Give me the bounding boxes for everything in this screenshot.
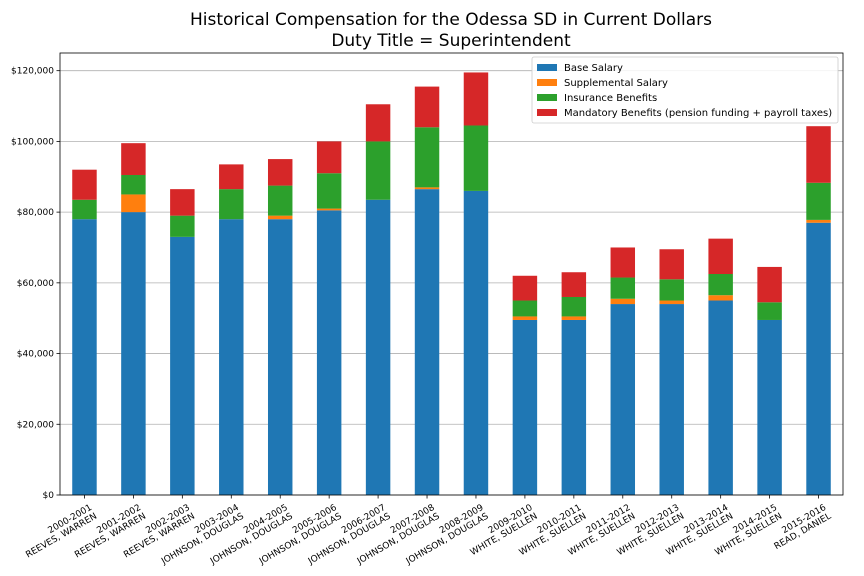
bar-segment <box>414 127 440 188</box>
bar-segment <box>170 236 195 495</box>
bar-segment <box>365 199 391 495</box>
bar-segment <box>316 208 342 211</box>
bar-segment <box>267 159 293 186</box>
legend-swatch <box>537 109 557 116</box>
bar-segment <box>512 275 538 301</box>
bar-segment <box>561 272 587 297</box>
bar-segment <box>219 219 244 495</box>
bar-segment <box>121 143 146 175</box>
bar-segment <box>219 164 244 190</box>
bar-segment <box>267 219 293 495</box>
bar-segment <box>806 219 831 223</box>
bar-stack <box>219 164 244 495</box>
bar-segment <box>512 319 538 495</box>
bar-stack <box>659 249 684 495</box>
bar-segment <box>610 304 636 495</box>
bar-segment <box>414 187 440 190</box>
bar-segment <box>463 72 489 126</box>
bar-segment <box>219 189 244 220</box>
bar-stack <box>806 126 831 495</box>
legend-swatch <box>537 79 557 86</box>
legend-swatch <box>537 64 557 71</box>
y-tick-label: $120,000 <box>11 67 54 77</box>
bar-segment <box>659 304 684 495</box>
bar-stack <box>72 169 97 495</box>
bar-stack <box>267 159 293 495</box>
bar-segment <box>512 316 538 320</box>
bar-segment <box>659 249 684 280</box>
y-tick-label: $0 <box>43 491 55 501</box>
bar-segment <box>121 194 146 213</box>
bar-segment <box>610 247 636 278</box>
bar-segment <box>463 125 489 191</box>
bar-stack <box>610 247 636 495</box>
bar-segment <box>414 86 440 128</box>
bar-segment <box>316 173 342 209</box>
plot-frame <box>59 52 844 496</box>
bar-stack <box>121 143 146 495</box>
bar-segment <box>806 222 831 495</box>
bars <box>72 72 831 496</box>
bar-stack <box>365 104 391 495</box>
bar-segment <box>757 302 782 320</box>
y-tick-label: $80,000 <box>17 208 54 218</box>
legend-box <box>531 56 839 124</box>
bar-segment <box>806 126 831 183</box>
bar-segment <box>561 316 587 320</box>
bar-segment <box>610 298 636 305</box>
legend-label: Mandatory Benefits (pension funding + pa… <box>564 108 832 119</box>
bar-segment <box>610 277 636 299</box>
bar-segment <box>170 215 195 237</box>
legend-label: Insurance Benefits <box>564 93 657 104</box>
y-tick-label: $60,000 <box>17 279 54 289</box>
bar-segment <box>463 190 489 496</box>
bar-segment <box>561 319 587 495</box>
bar-stack <box>170 189 195 495</box>
bar-segment <box>757 319 782 495</box>
legend-label: Supplemental Salary <box>564 78 668 89</box>
bar-stack <box>463 72 489 496</box>
bar-segment <box>414 189 440 496</box>
bar-segment <box>316 141 342 174</box>
bar-segment <box>72 219 97 495</box>
bar-segment <box>806 182 831 220</box>
bar-segment <box>659 300 684 305</box>
y-tick-label: $20,000 <box>17 420 54 430</box>
chart-title: Historical Compensation for the Odessa S… <box>190 10 712 30</box>
bar-segment <box>365 141 391 200</box>
legend-label: Base Salary <box>564 63 623 74</box>
bar-segment <box>121 212 146 495</box>
bar-segment <box>708 274 733 296</box>
bar-segment <box>72 199 97 220</box>
y-tick-label: $40,000 <box>17 350 54 360</box>
y-tick-label: $100,000 <box>11 137 54 147</box>
bar-segment <box>512 300 538 317</box>
bar-segment <box>708 300 733 495</box>
bar-stack <box>757 266 782 495</box>
bar-segment <box>316 210 342 496</box>
bar-stack <box>316 141 342 496</box>
legend-swatch <box>537 94 557 101</box>
bar-segment <box>170 189 195 216</box>
bar-stack <box>512 275 538 495</box>
bar-segment <box>72 169 97 200</box>
bar-segment <box>267 185 293 216</box>
bar-segment <box>267 215 293 220</box>
chart-subtitle: Duty Title = Superintendent <box>331 31 571 51</box>
bar-stack <box>414 86 440 496</box>
bar-segment <box>757 266 782 303</box>
bar-segment <box>708 295 733 301</box>
bar-segment <box>365 104 391 142</box>
bar-segment <box>121 174 146 195</box>
legend: Base Salary Supplemental Salary Insurance … <box>531 56 839 124</box>
bar-segment <box>659 279 684 301</box>
bar-segment <box>561 296 587 317</box>
bar-stack <box>708 238 733 495</box>
bar-segment <box>708 238 733 274</box>
bar-stack <box>561 272 587 495</box>
